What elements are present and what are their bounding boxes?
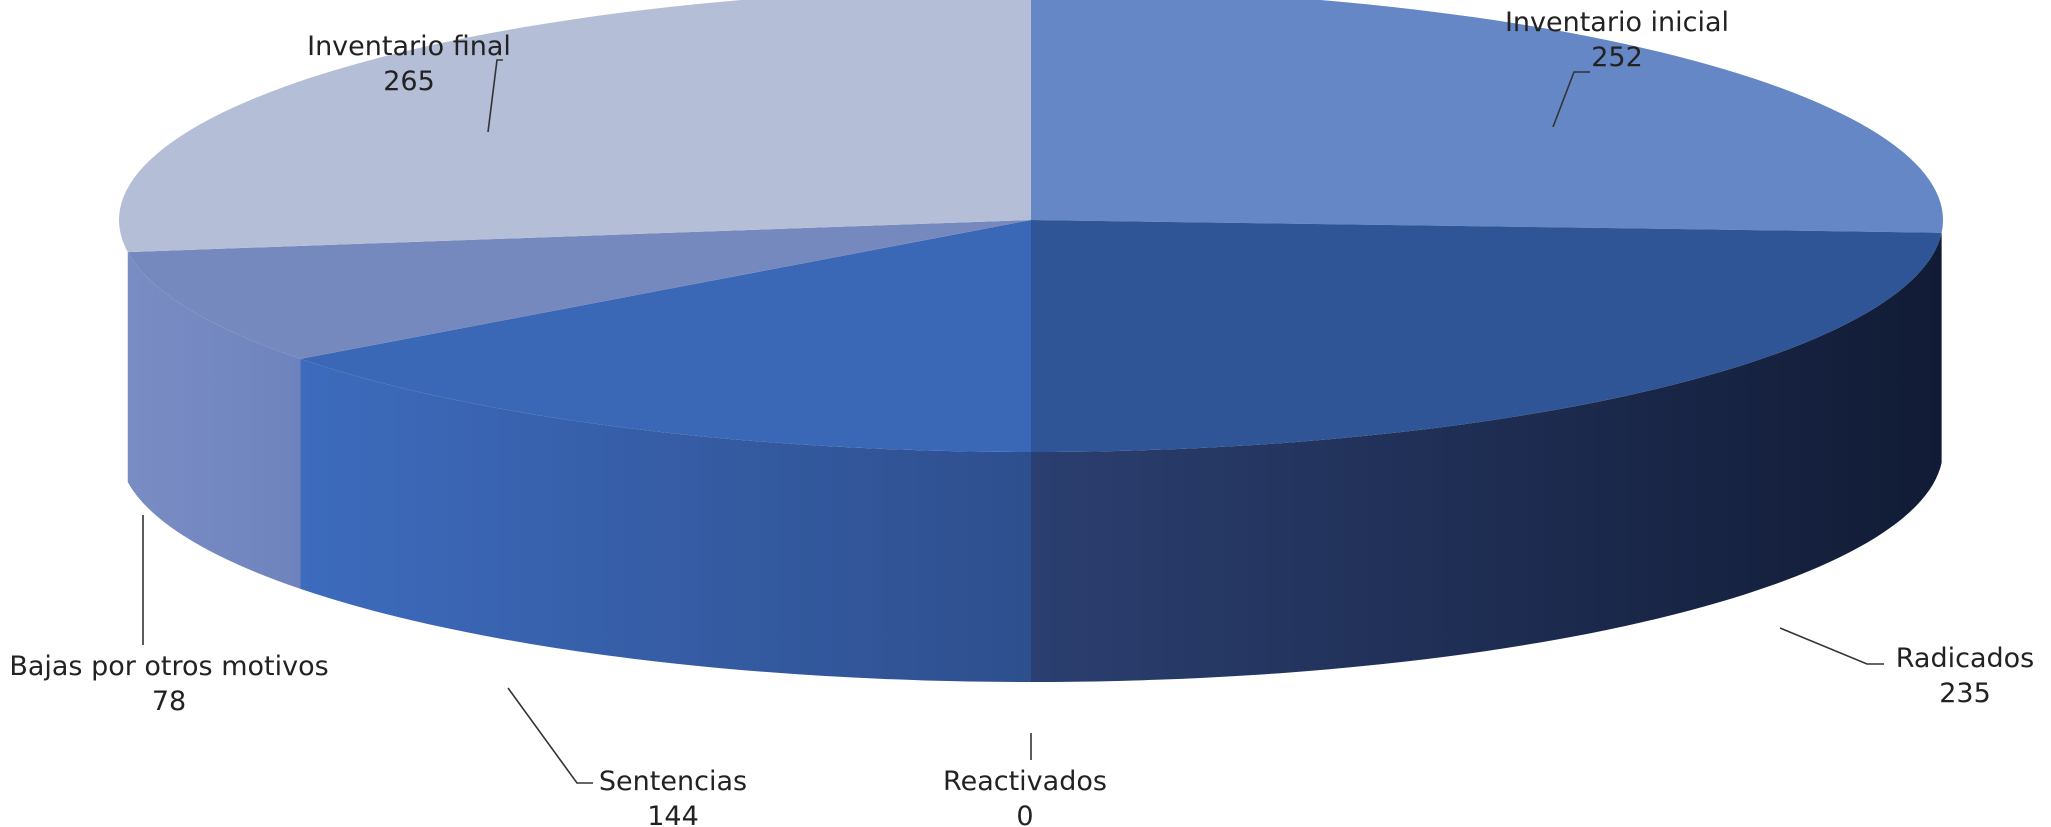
leader-inventario-final bbox=[487, 59, 503, 133]
label-reactivados: Reactivados bbox=[943, 766, 1107, 797]
pie-slice-radicados bbox=[1031, 220, 1942, 452]
pie-slice-inventario-inicial bbox=[1031, 0, 1944, 233]
pie-side-bajas bbox=[127, 252, 301, 589]
pie-slice-bajas-por-otros-motivos bbox=[127, 220, 1032, 359]
label-radicados: Radicados bbox=[1896, 643, 2034, 674]
value-sentencias: 144 bbox=[647, 801, 699, 827]
leader-inventario-inicial bbox=[1552, 71, 1590, 128]
label-sentencias: Sentencias bbox=[599, 766, 747, 797]
pie-slice-inventario-final bbox=[119, 0, 1031, 253]
pie-side-sentencias bbox=[300, 358, 1031, 682]
pie-side-radicados bbox=[1031, 232, 1942, 682]
leader-radicados bbox=[1779, 627, 1884, 665]
pie-slice-sentencias bbox=[300, 220, 1031, 452]
leader-sentencias bbox=[507, 687, 593, 784]
label-inventario-inicial: Inventario inicial bbox=[1505, 7, 1729, 38]
label-bajas-por-otros-motivos: Bajas por otros motivos bbox=[9, 651, 328, 682]
value-bajas-por-otros-motivos: 78 bbox=[152, 686, 186, 717]
value-inventario-inicial: 252 bbox=[1591, 42, 1643, 73]
value-radicados: 235 bbox=[1939, 678, 1991, 709]
value-inventario-final: 265 bbox=[383, 66, 435, 97]
label-inventario-final: Inventario final bbox=[307, 31, 511, 62]
value-reactivados: 0 bbox=[1016, 801, 1033, 827]
